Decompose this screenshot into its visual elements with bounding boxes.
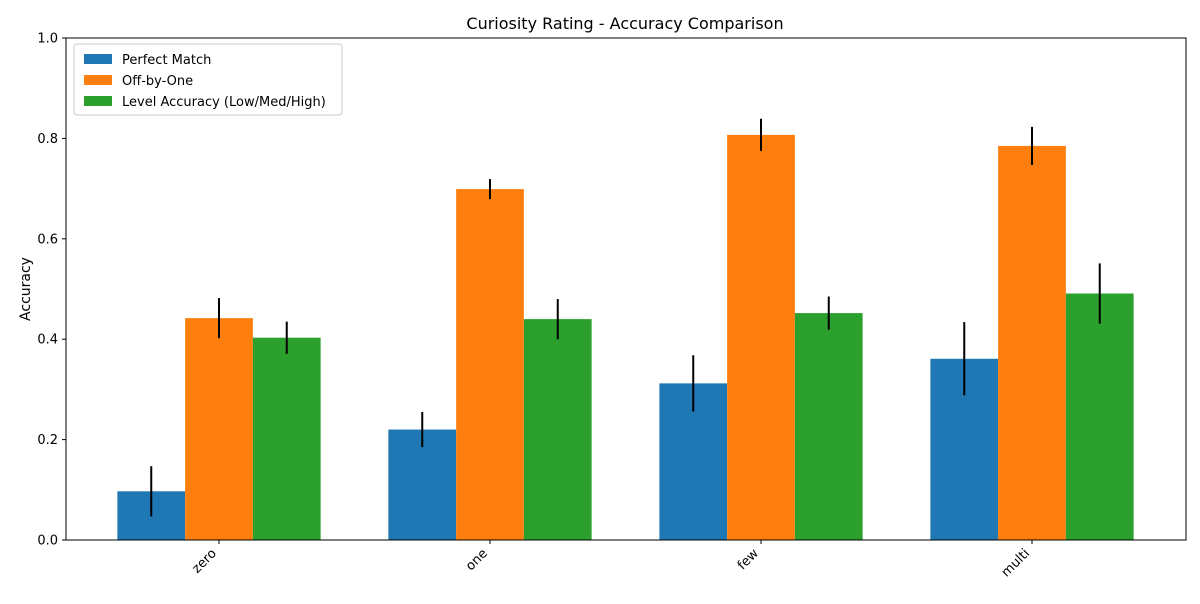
bar-one-1	[388, 429, 457, 540]
y-tick-label: 0.8	[37, 132, 58, 147]
chart-title: Curiosity Rating - Accuracy Comparison	[466, 14, 783, 33]
axes-frame	[65, 37, 1187, 541]
bar-zero-3	[252, 337, 321, 540]
x-tick-label-one: one	[463, 546, 491, 574]
x-tick-label-few: few	[735, 546, 762, 573]
legend-swatch	[84, 96, 112, 106]
y-tick-label: 0.0	[37, 534, 58, 549]
bar-multi-3	[1065, 293, 1134, 540]
legend-swatch	[84, 54, 112, 64]
y-tick-label: 0.4	[37, 333, 58, 348]
y-axis-title: Accuracy	[18, 257, 34, 321]
legend-label: Perfect Match	[122, 53, 211, 68]
bar-one-2	[456, 189, 524, 541]
y-tick-label: 0.2	[37, 433, 58, 448]
bar-few-2	[727, 134, 795, 541]
plot-area: 0.0 0.2 0.4 0.6 0.8 1.0 zero one few multi	[37, 32, 1187, 580]
y-tick-label: 1.0	[37, 32, 58, 47]
bar-zero-2	[185, 318, 253, 540]
legend-swatch	[84, 75, 112, 85]
legend-label: Level Accuracy (Low/Med/High)	[122, 95, 326, 110]
bar-few-3	[794, 313, 863, 540]
legend-label: Off-by-One	[122, 74, 193, 89]
legend-box	[73, 43, 343, 116]
y-tick-label: 0.6	[37, 232, 58, 247]
legend: Perfect Match Off-by-One Level Accuracy (L…	[73, 43, 343, 116]
x-tick-label-multi: multi	[999, 546, 1033, 580]
x-tick-label-zero: zero	[190, 546, 220, 576]
bar-multi-2	[998, 145, 1066, 540]
bar-one-3	[523, 319, 592, 540]
